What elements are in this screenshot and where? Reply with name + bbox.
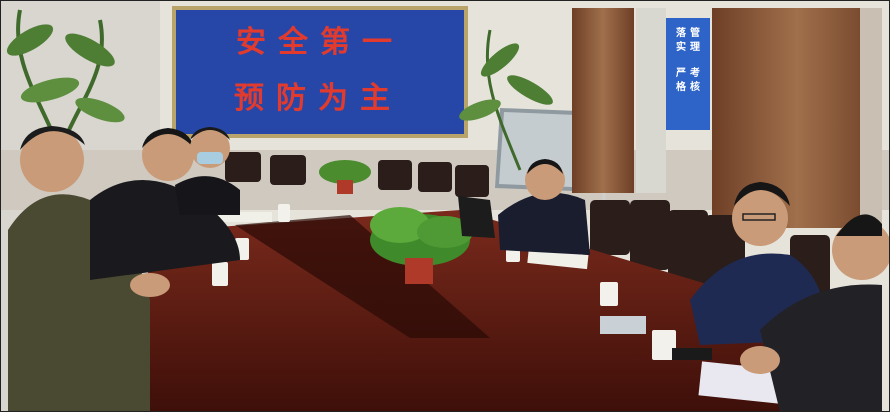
plant-left (6, 9, 125, 151)
side-banner-char: 理 (690, 41, 700, 53)
plant-right (459, 29, 553, 171)
ashtray (600, 316, 646, 334)
safety-banner: 安全第一 预防为主 (172, 6, 468, 138)
side-banner-char: 格 (676, 80, 687, 93)
conference-table (60, 210, 860, 412)
person-right-2 (740, 214, 890, 412)
paper-sheet (212, 212, 272, 222)
side-banner: 落 实 管 理 严 格 考 核 (666, 18, 710, 130)
phone (672, 348, 712, 360)
curtain-left (572, 8, 634, 193)
banner-line-1: 安全第一 (236, 25, 404, 60)
side-banner-char: 落 (676, 26, 687, 39)
banner-line-2: 预防为主 (234, 81, 402, 116)
paper-cups (212, 204, 676, 360)
side-banner-char: 考 (690, 66, 700, 79)
laptop (458, 196, 495, 238)
curtain-right (712, 8, 882, 228)
side-banner-char: 实 (676, 40, 686, 53)
side-banner-char: 管 (690, 26, 700, 39)
person-left-3 (175, 127, 240, 215)
side-banner-char: 核 (690, 80, 700, 93)
flower-center (370, 207, 473, 284)
side-banner-char: 严 (675, 67, 686, 79)
flower-back (319, 160, 371, 194)
person-center (498, 159, 590, 255)
